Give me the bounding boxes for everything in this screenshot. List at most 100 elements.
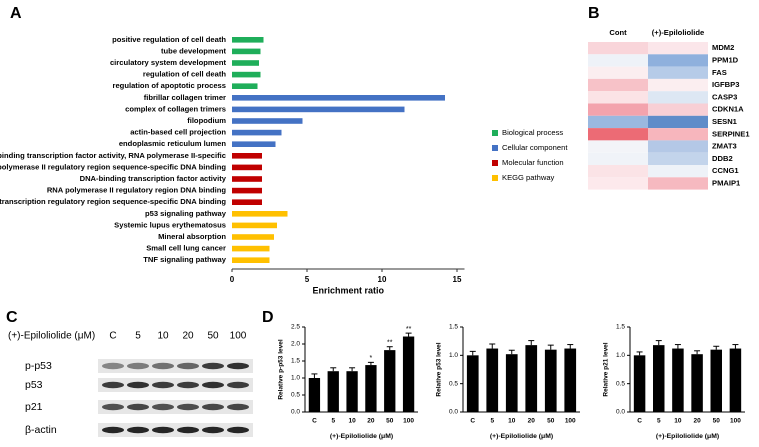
bar — [232, 199, 262, 205]
bar — [634, 355, 646, 412]
x-tick-label: 20 — [367, 418, 375, 425]
bar — [506, 354, 518, 412]
blot-band — [177, 404, 199, 410]
x-tick-label: C — [312, 418, 317, 425]
x-tick-label: 0 — [230, 275, 235, 284]
y-tick-label: 0.5 — [291, 392, 300, 399]
category-label: RNA polymerase II regulatory region sequ… — [0, 162, 226, 171]
heatmap-cell — [648, 91, 708, 103]
x-tick-label: 10 — [674, 418, 682, 425]
y-axis-label: Relative p21 level — [603, 342, 610, 396]
bar — [467, 355, 479, 412]
legend-swatch — [492, 160, 498, 166]
heatmap-cell — [588, 116, 648, 128]
bar — [232, 95, 445, 101]
legend-swatch — [492, 145, 498, 151]
blot-band — [177, 363, 199, 369]
lane-label: 5 — [135, 331, 141, 342]
bar — [232, 211, 288, 217]
bar — [232, 60, 259, 66]
row-label: IGFBP3 — [712, 80, 739, 89]
bar — [309, 378, 320, 412]
heatmap-cell — [648, 153, 708, 165]
panel-label: A — [10, 5, 22, 22]
x-tick-label: 10 — [348, 418, 356, 425]
protein-label: p-p53 — [25, 360, 52, 372]
x-tick-label: 100 — [730, 418, 741, 425]
blot-band — [202, 382, 224, 388]
category-label: p53 signaling pathway — [145, 209, 227, 218]
row-label: ZMAT3 — [712, 142, 737, 151]
bar — [672, 349, 684, 412]
category-label: DNA-binding transcription factor activit… — [0, 151, 226, 160]
row-label: FAS — [712, 68, 727, 77]
blot-band — [127, 404, 149, 410]
heatmap-cell — [648, 128, 708, 140]
heatmap-cell — [648, 165, 708, 177]
category-label: filopodium — [187, 116, 226, 125]
bar — [653, 345, 665, 412]
x-axis-label: Enrichment ratio — [312, 285, 384, 295]
x-tick-label: 50 — [547, 418, 555, 425]
category-label: tube development — [161, 46, 226, 55]
bar — [232, 107, 405, 113]
y-tick-label: 1.5 — [291, 358, 300, 365]
row-label: CCNG1 — [712, 166, 739, 175]
category-label: regulation of cell death — [143, 70, 226, 79]
y-axis-label: Relative p-p53 level — [278, 339, 285, 400]
bar — [545, 350, 557, 412]
y-tick-label: 1.5 — [449, 324, 458, 331]
legend-label: KEGG pathway — [502, 173, 555, 182]
y-tick-label: 2.0 — [291, 341, 300, 348]
category-label: Systemic lupus erythematosus — [114, 220, 226, 229]
category-label: RNA polymerase II regulatory region DNA … — [47, 186, 227, 195]
category-label: positive regulation of cell death — [112, 35, 226, 44]
heatmap-cell — [588, 177, 648, 189]
lane-label: 50 — [207, 331, 219, 342]
column-label: Cont — [609, 28, 627, 37]
y-tick-label: 0.0 — [449, 409, 458, 416]
bar — [232, 153, 262, 159]
legend-swatch — [492, 175, 498, 181]
blot-band — [227, 363, 249, 369]
y-tick-label: 0.0 — [291, 409, 300, 416]
column-label: (+)-Epiloliolide — [652, 28, 705, 37]
heatmap-cell — [588, 153, 648, 165]
lane-label: 100 — [230, 331, 247, 342]
bar — [232, 49, 261, 55]
category-label: circulatory system development — [110, 58, 227, 67]
protein-label: p21 — [25, 401, 43, 413]
bar — [232, 37, 264, 43]
x-tick-label: 10 — [508, 418, 516, 425]
bar — [232, 165, 262, 171]
heatmap-cell — [588, 67, 648, 79]
blot-band — [152, 363, 174, 369]
category-label: DNA-binding transcription factor activit… — [80, 174, 227, 183]
x-tick-label: 20 — [693, 418, 701, 425]
row-label: MDM2 — [712, 43, 734, 52]
x-axis-label: (+)-Epiloliolide (μM) — [490, 433, 553, 440]
y-tick-label: 1.0 — [616, 352, 625, 359]
bar — [564, 349, 576, 412]
row-label: SERPINE1 — [712, 129, 750, 138]
bar — [232, 72, 261, 78]
heatmap-cell — [648, 140, 708, 152]
heatmap-cell — [588, 54, 648, 66]
heatmap-cell — [648, 104, 708, 116]
blot-band — [102, 427, 124, 433]
heatmap-cell — [648, 116, 708, 128]
category-label: transcription regulatory region sequence… — [0, 197, 226, 206]
x-tick-label: 50 — [713, 418, 721, 425]
blot-band — [227, 382, 249, 388]
lane-label: 10 — [157, 331, 169, 342]
blot-band — [202, 363, 224, 369]
category-label: actin-based cell projection — [130, 128, 226, 137]
category-label: Mineral absorption — [158, 232, 226, 241]
heatmap-cell — [648, 177, 708, 189]
row-label: DDB2 — [712, 154, 733, 163]
bar — [232, 257, 270, 263]
bar — [711, 350, 723, 412]
blot-band — [152, 427, 174, 433]
row-label: CASP3 — [712, 92, 737, 101]
